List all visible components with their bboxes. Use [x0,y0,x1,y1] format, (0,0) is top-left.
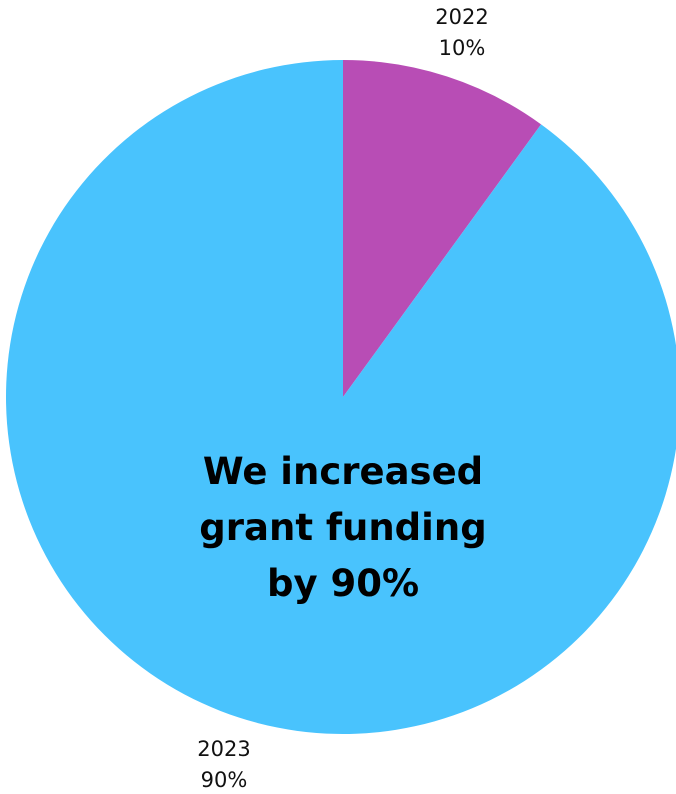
slice-label-value-2022: 10% [439,36,486,60]
center-text-line-1: We increased [203,450,483,493]
slice-label-category-2023: 2023 [197,737,250,761]
slice-labels: 2022 10% 2023 90% [197,5,488,792]
center-text-line-2: grant funding [199,506,486,549]
center-text-line-3: by 90% [267,562,419,605]
slice-label-value-2023: 90% [201,768,248,792]
slice-label-category-2022: 2022 [435,5,488,29]
pie-slice-2022 [343,60,542,397]
pie-slice-2023 [6,60,676,734]
pie-slices [6,60,676,734]
